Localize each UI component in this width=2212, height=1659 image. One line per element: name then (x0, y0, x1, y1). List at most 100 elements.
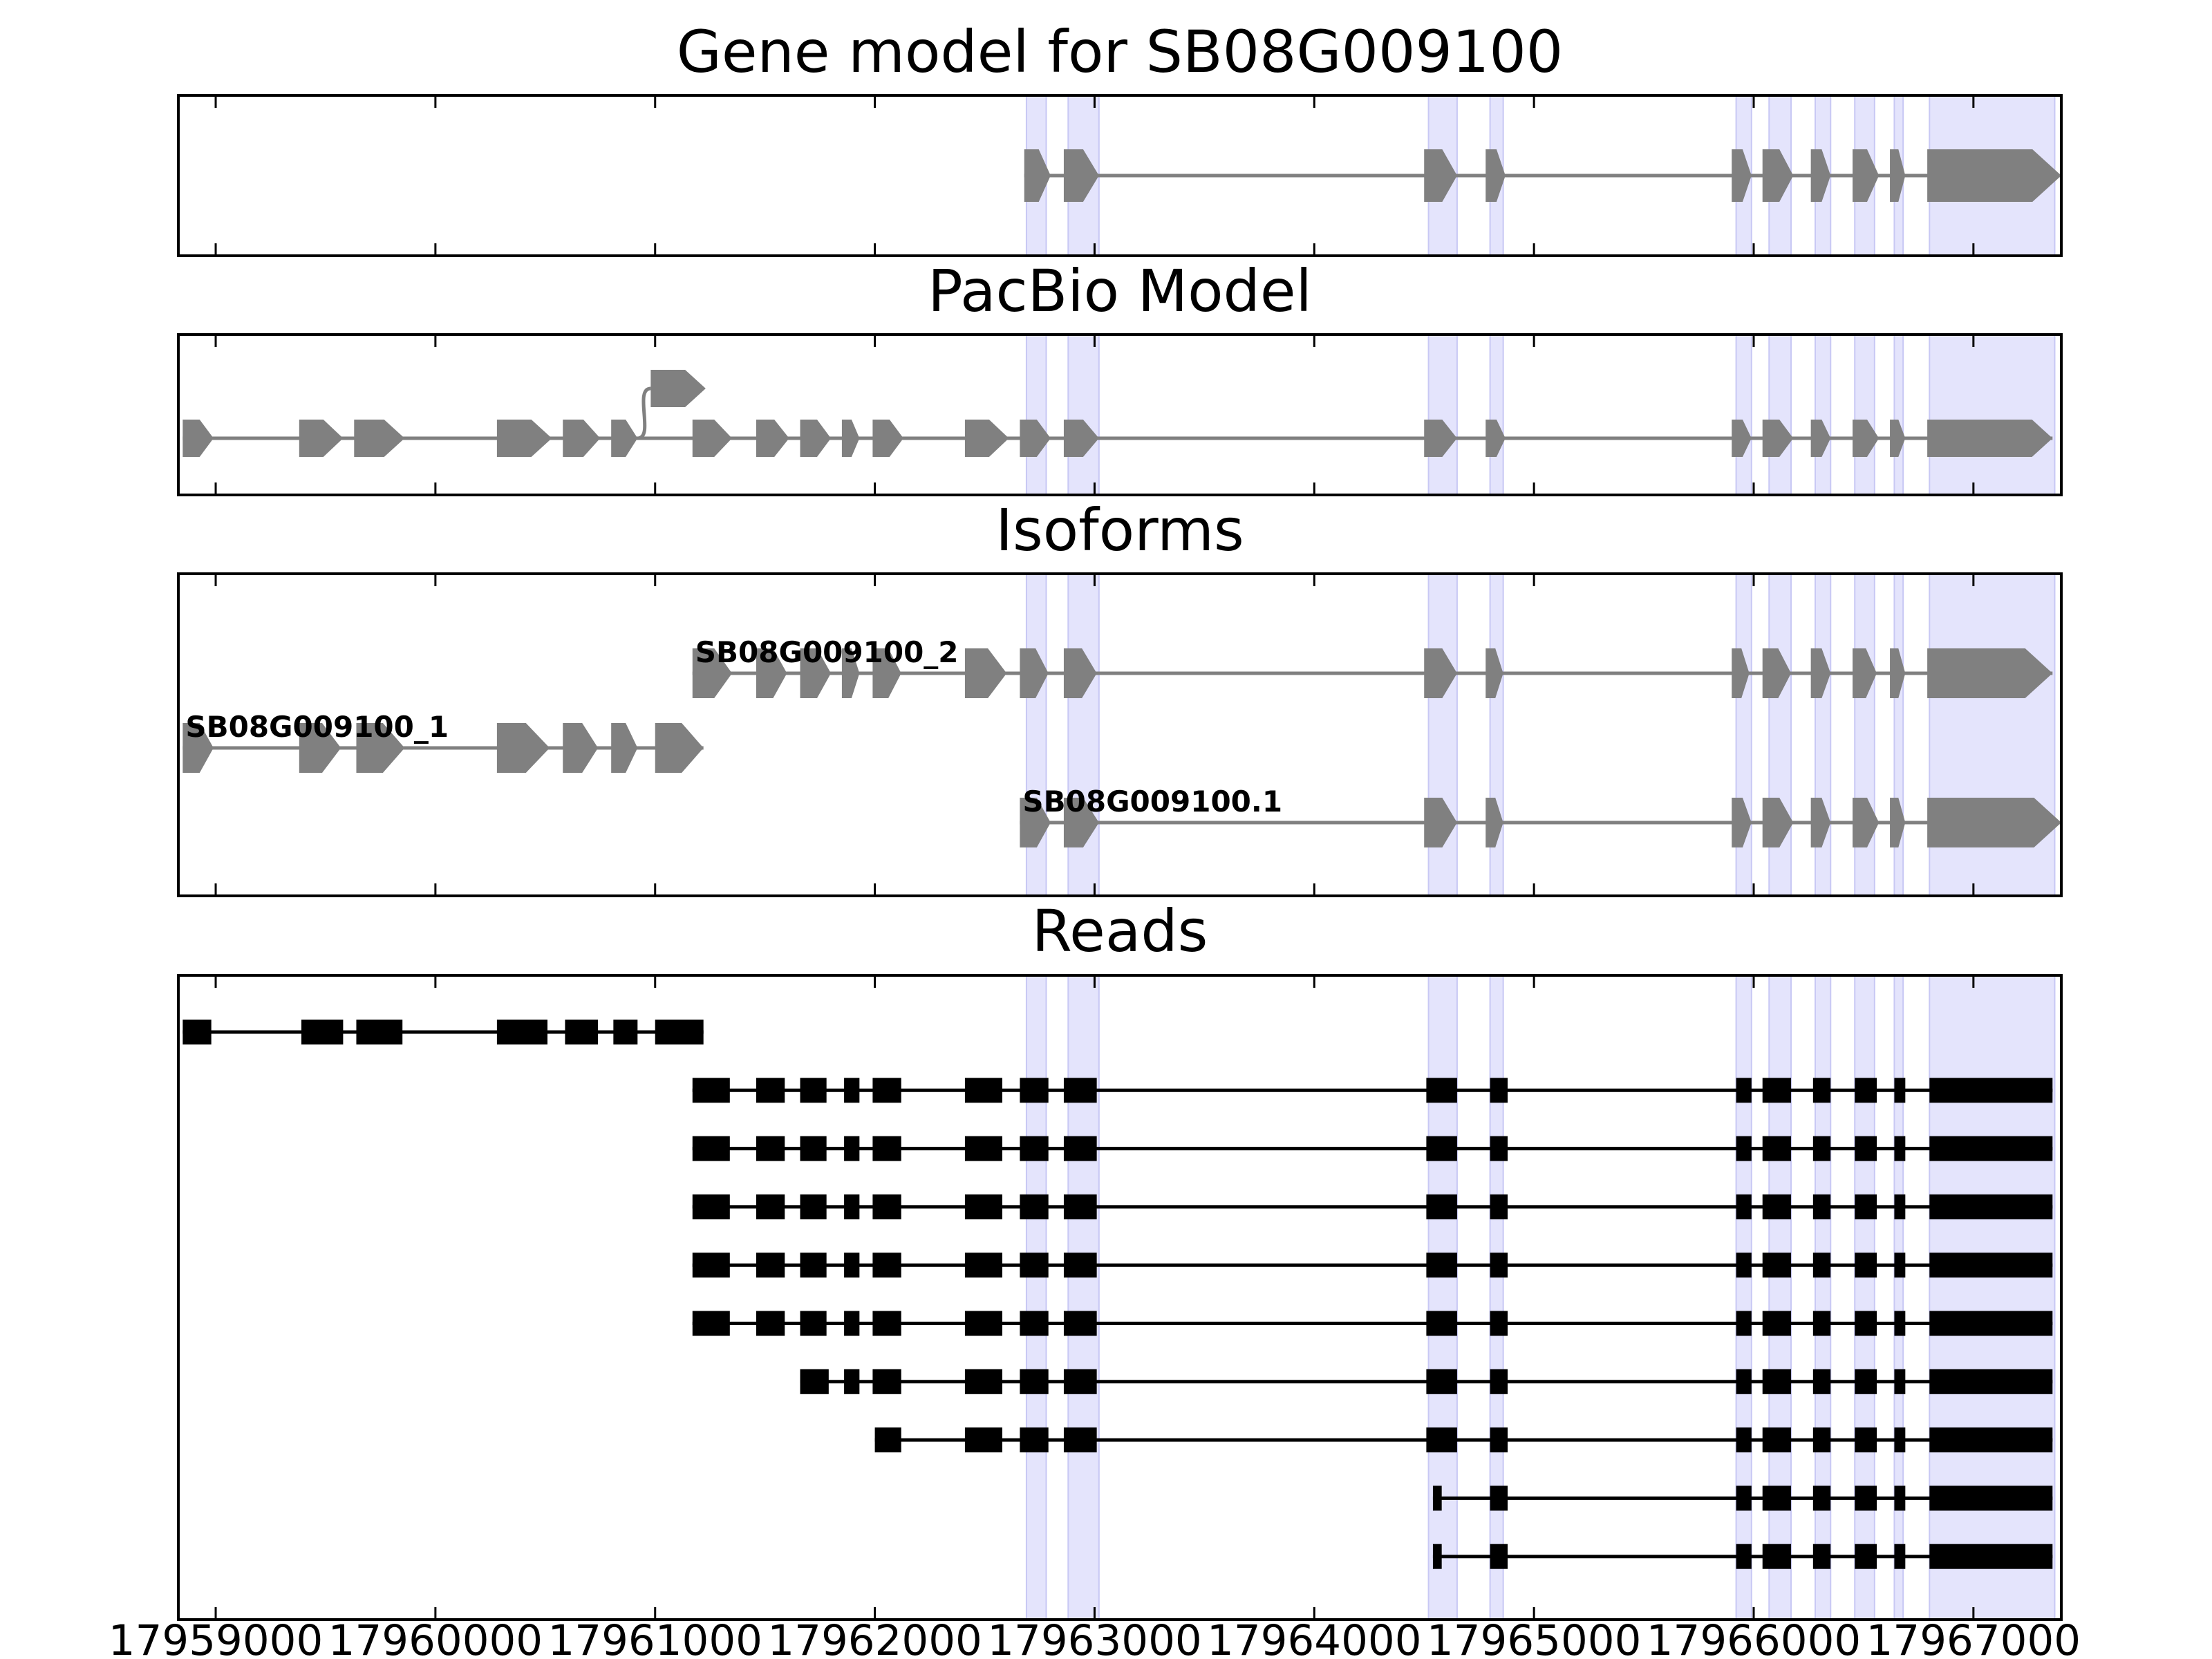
exon-arrow (496, 420, 552, 457)
read-block (1894, 1485, 1906, 1511)
exon-arrow (1853, 149, 1880, 202)
exon-arrow (1890, 798, 1906, 847)
exon-arrow (182, 723, 214, 773)
read-block (844, 1194, 860, 1219)
read-block (1490, 1136, 1508, 1161)
exon-highlight-band (1893, 573, 1904, 897)
exon-arrow (1890, 420, 1906, 457)
reads-panel-title: Reads (1032, 897, 1208, 965)
exon-arrow (1424, 149, 1457, 202)
exon-arrow (872, 420, 903, 457)
isoform-label: SB08G009100.1 (1022, 785, 1282, 818)
panel-frame (177, 94, 2063, 257)
read-block (1929, 1194, 2053, 1219)
exon-arrow (1063, 149, 1099, 202)
x-tick-label: 17965000 (1427, 1616, 1641, 1659)
x-tick-label: 17959000 (109, 1616, 323, 1659)
read-block (1736, 1485, 1752, 1511)
read-block (1929, 1078, 2053, 1103)
read-block (1762, 1078, 1792, 1103)
exon-arrow (1853, 420, 1880, 457)
read-block (1762, 1311, 1792, 1336)
exon-arrow (1810, 648, 1831, 698)
exon-arrow (299, 723, 341, 773)
exon-arrow (1762, 149, 1794, 202)
read-block (1812, 1136, 1831, 1161)
exon-arrow (692, 420, 732, 457)
read-block (1490, 1369, 1508, 1394)
panel-frame (177, 333, 2063, 496)
read-block (1855, 1427, 1877, 1453)
panel-frame (177, 572, 2063, 897)
read-block (1894, 1544, 1906, 1569)
x-tick-label: 17964000 (1207, 1616, 1421, 1659)
read-block (1736, 1369, 1752, 1394)
x-tick-label: 17960000 (328, 1616, 543, 1659)
read-block (1812, 1078, 1831, 1103)
read-block (1426, 1427, 1457, 1453)
read-block (1736, 1427, 1752, 1453)
exon-arrow (1485, 149, 1506, 202)
read-block (1063, 1136, 1097, 1161)
exon-highlight-band (1929, 975, 2056, 1620)
read-block (964, 1078, 1002, 1103)
read-block (356, 1020, 403, 1044)
exon-arrow (1890, 149, 1906, 202)
read-block (800, 1136, 827, 1161)
read-block (844, 1253, 860, 1278)
x-tick-label: 17966000 (1647, 1616, 1861, 1659)
read-block (1812, 1369, 1831, 1394)
read-block (1894, 1311, 1906, 1336)
read-block (1762, 1194, 1792, 1219)
exon-highlight-band (1427, 334, 1458, 496)
exon-highlight-band (1735, 975, 1752, 1620)
exon-highlight-band (1489, 975, 1504, 1620)
read-block (800, 1253, 827, 1278)
exon-highlight-band (1815, 975, 1832, 1620)
read-block (1855, 1136, 1877, 1161)
read-block (1432, 1544, 1442, 1569)
read-block (1894, 1253, 1906, 1278)
exon-arrow (1424, 648, 1457, 698)
read-block (964, 1427, 1002, 1453)
exon-arrow (611, 723, 638, 773)
exon-arrow (1762, 420, 1794, 457)
read-block (1020, 1427, 1049, 1453)
read-block (800, 1194, 827, 1219)
x-tick-label: 17967000 (1866, 1616, 2081, 1659)
read-block (1855, 1194, 1877, 1219)
exon-arrow (1732, 648, 1750, 698)
exon-highlight-band (1489, 573, 1504, 897)
read-block (756, 1253, 785, 1278)
exon-highlight-band (1067, 975, 1100, 1620)
read-block (1812, 1485, 1831, 1511)
read-block (655, 1020, 704, 1044)
exon-arrow (756, 648, 787, 698)
read-block (1063, 1253, 1097, 1278)
read-block (1426, 1078, 1457, 1103)
read-block (964, 1311, 1002, 1336)
exon-arrow (563, 420, 601, 457)
read-block (1063, 1369, 1097, 1394)
x-tick-label: 17961000 (547, 1616, 762, 1659)
exon-arrow (1810, 149, 1831, 202)
read-block (1426, 1369, 1457, 1394)
read-block (1063, 1194, 1097, 1219)
read-block (872, 1194, 901, 1219)
exon-arrow (1732, 420, 1752, 457)
exon-arrow (299, 420, 344, 457)
read-block (1490, 1194, 1508, 1219)
exon-arrow (1810, 420, 1831, 457)
read-block (844, 1078, 860, 1103)
exon-arrow (692, 648, 732, 698)
exon-arrow (1927, 149, 2061, 202)
read-block (565, 1020, 599, 1044)
read-block (872, 1369, 901, 1394)
exon-arrow (496, 723, 550, 773)
read-block (1736, 1544, 1752, 1569)
exon-arrow (1485, 798, 1503, 847)
read-block (1762, 1485, 1792, 1511)
exon-arrow (1927, 420, 2053, 457)
exon-arrow (1890, 648, 1906, 698)
